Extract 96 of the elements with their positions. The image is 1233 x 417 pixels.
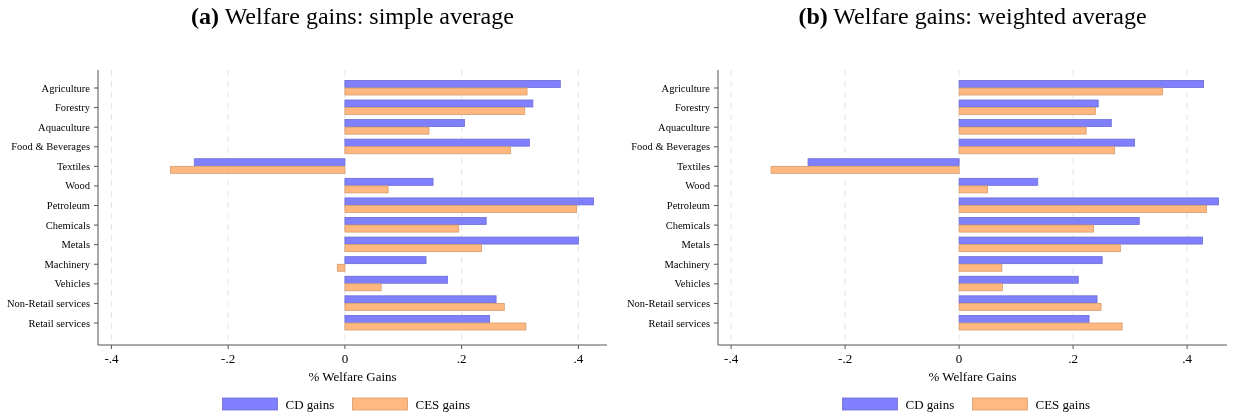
bar — [344, 87, 528, 96]
chart-title: (b) Welfare gains: weighted average — [798, 3, 1147, 29]
bar — [344, 177, 434, 186]
bar — [958, 99, 1099, 108]
legend-label: CD gains — [905, 397, 955, 412]
x-tick-label: .2 — [1068, 351, 1078, 366]
y-tick-label: Forestry — [675, 102, 711, 114]
bar — [344, 126, 430, 135]
bar — [807, 158, 960, 167]
x-tick-label: .4 — [1182, 351, 1193, 366]
bar — [770, 165, 960, 174]
x-tick-label: .2 — [456, 351, 467, 366]
bar — [958, 283, 1003, 292]
x-tick-label: 0 — [341, 351, 349, 366]
y-tick-label: Metals — [681, 239, 710, 251]
bar — [958, 303, 1102, 311]
x-tick-label: -.2 — [838, 351, 853, 366]
y-tick-label: Chemicals — [665, 219, 710, 231]
y-tick-label: Non-Retail services — [626, 297, 710, 309]
bar — [344, 322, 527, 331]
bar — [958, 177, 1039, 186]
bar — [958, 146, 1116, 155]
y-tick-label: Vehicles — [54, 278, 90, 290]
legend-label: CES gains — [415, 397, 471, 412]
bar — [958, 119, 1112, 127]
y-tick-label: Metals — [61, 239, 90, 251]
chart-title: (a) Welfare gains: simple average — [191, 3, 514, 29]
y-tick-label: Aquaculture — [38, 121, 91, 133]
y-tick-label: Textiles — [56, 160, 90, 172]
bar — [958, 322, 1123, 331]
bar — [958, 205, 1207, 213]
y-tick-label: Agriculture — [661, 82, 711, 94]
y-tick-label: Machinery — [44, 258, 91, 270]
bar — [958, 217, 1140, 225]
bar — [958, 295, 1098, 304]
bar — [958, 197, 1219, 206]
bar — [344, 303, 505, 311]
bar — [344, 244, 482, 253]
y-tick-label: Food & Beverages — [631, 141, 710, 153]
bar — [958, 224, 1095, 233]
bar — [193, 158, 346, 167]
bar — [344, 236, 579, 245]
bar — [344, 80, 561, 88]
y-tick-label: Textiles — [676, 160, 710, 172]
bar — [344, 224, 460, 233]
legend-label: CES gains — [1035, 397, 1091, 412]
y-tick-label: Petroleum — [46, 200, 90, 211]
bar — [958, 80, 1205, 88]
legend-label: CD gains — [285, 397, 335, 412]
bar — [344, 197, 594, 206]
x-tick-label: -.4 — [724, 351, 739, 366]
y-tick-label: Wood — [65, 180, 91, 192]
bar — [344, 138, 530, 147]
x-tick-label: -.2 — [221, 351, 236, 366]
y-tick-label: Vehicles — [674, 278, 710, 290]
bar — [344, 119, 465, 127]
y-tick-label: Petroleum — [666, 200, 710, 211]
bar — [958, 275, 1079, 284]
y-tick-label: Food & Beverages — [11, 141, 90, 153]
bar — [958, 126, 1087, 135]
y-tick-label: Retail services — [28, 317, 90, 329]
y-tick-label: Chemicals — [45, 219, 90, 231]
bar — [344, 107, 526, 115]
x-tick-label: 0 — [955, 351, 963, 366]
y-tick-label: Agriculture — [41, 82, 91, 94]
y-tick-label: Non-Retail services — [6, 297, 90, 309]
y-tick-label: Wood — [685, 180, 711, 192]
x-tick-label: -.4 — [104, 351, 119, 366]
bar — [344, 205, 578, 213]
bar — [958, 236, 1203, 245]
bar — [958, 185, 988, 194]
x-tick-label: .4 — [573, 351, 584, 366]
bar — [958, 315, 1090, 323]
y-tick-label: Aquaculture — [658, 121, 711, 133]
y-tick-label: Forestry — [55, 102, 91, 114]
bar — [344, 283, 382, 292]
bar — [344, 315, 491, 323]
bar — [344, 146, 512, 155]
bar — [336, 263, 346, 272]
bar — [958, 263, 1003, 272]
bar — [344, 99, 534, 108]
bar — [344, 256, 427, 265]
bar — [344, 275, 449, 284]
bar — [958, 107, 1096, 115]
bar — [958, 138, 1136, 147]
bar — [344, 185, 389, 194]
bar — [958, 256, 1103, 265]
bar — [958, 87, 1163, 96]
x-axis-title: % Welfare Gains — [928, 369, 1017, 384]
x-axis-title: % Welfare Gains — [308, 369, 397, 384]
y-tick-label: Retail services — [648, 317, 710, 329]
bar — [169, 165, 346, 174]
y-tick-label: Machinery — [664, 258, 711, 270]
bar — [344, 217, 487, 225]
bar — [344, 295, 497, 304]
bar — [958, 244, 1121, 253]
